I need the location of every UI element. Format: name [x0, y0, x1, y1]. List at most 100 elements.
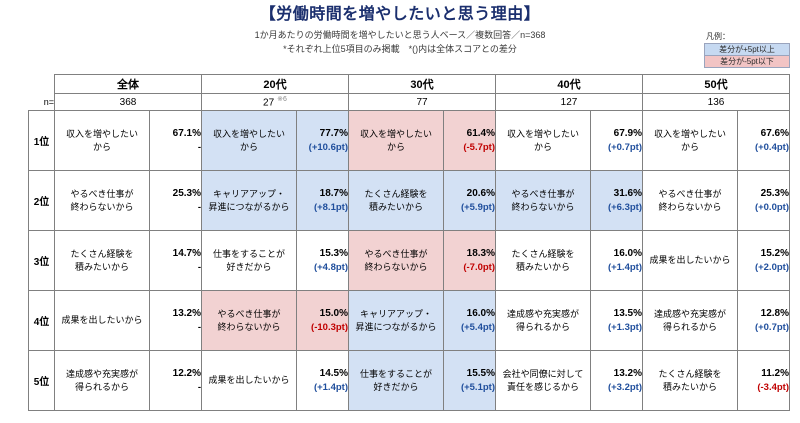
reason-value-cell: 18.3% (-7.0pt): [443, 230, 496, 291]
sample-size-value-4: 127: [495, 93, 643, 111]
reason-label-cell: やるべき仕事が 終わらないから: [348, 230, 444, 291]
rank-cell: 4位: [28, 290, 55, 351]
difference-value: (+1.4pt): [607, 261, 642, 273]
table-row: 5位 達成感や充実感が 得られるから 12.2% - 成果を出したいから 14.5% (+1.…: [28, 350, 790, 411]
percentage-value: 20.6%: [466, 187, 495, 199]
reason-value-cell: 12.8% (+0.7pt): [737, 290, 790, 351]
reason-label-cell: 収入を増やしたい から: [54, 110, 150, 171]
legend-item-negative: 差分が-5pt以下: [704, 55, 790, 68]
percentage-value: 16.0%: [466, 307, 495, 319]
ranking-table: 全体 20代 30代 40代 50代 n= 368 27 ※6 77 127 136 1位 収入を増や…: [28, 74, 790, 411]
reason-value-cell: 11.2% (-3.4pt): [737, 350, 790, 411]
reason-value-cell: 20.6% (+5.9pt): [443, 170, 496, 231]
reason-value-cell: 16.0% (+1.4pt): [590, 230, 643, 291]
group-header-4: 40代: [495, 74, 643, 94]
reason-label-cell: たくさん経験を 積みたいから: [54, 230, 150, 291]
group-header-3: 30代: [348, 74, 496, 94]
percentage-value: 67.6%: [760, 127, 789, 139]
table-row: 1位 収入を増やしたい から 67.1% - 収入を増やしたい から 77.7% (+10.6p…: [28, 110, 790, 171]
table-body: 1位 収入を増やしたい から 67.1% - 収入を増やしたい から 77.7% (+10.6p…: [28, 110, 790, 411]
reason-label-cell: やるべき仕事が 終わらないから: [642, 170, 738, 231]
reason-value-cell: 12.2% -: [149, 350, 202, 411]
sample-size-label: n=: [28, 93, 55, 111]
percentage-value: 15.2%: [760, 247, 789, 259]
difference-value: (-7.0pt): [463, 261, 495, 273]
difference-value: (+5.1pt): [460, 381, 495, 393]
reason-value-cell: 31.6% (+6.3pt): [590, 170, 643, 231]
percentage-value: 15.5%: [466, 367, 495, 379]
table-row: 3位 たくさん経験を 積みたいから 14.7% - 仕事をすることが 好きだから 15.3%(…: [28, 230, 790, 291]
percentage-value: 77.7%: [319, 127, 348, 139]
sample-size-number: 77: [416, 96, 428, 108]
group-header-row: 全体 20代 30代 40代 50代: [28, 74, 790, 94]
reason-label-cell: 達成感や充実感が 得られるから: [642, 290, 738, 351]
percentage-value: 31.6%: [613, 187, 642, 199]
reason-value-cell: 25.3% -: [149, 170, 202, 231]
reason-label-cell: やるべき仕事が 終わらないから: [495, 170, 591, 231]
difference-value: -: [197, 201, 201, 213]
reason-label-cell: 成果を出したいから: [201, 350, 297, 411]
difference-value: -: [197, 261, 201, 273]
sample-size-number: 127: [560, 96, 578, 108]
reason-value-cell: 16.0% (+5.4pt): [443, 290, 496, 351]
reason-label-cell: 収入を増やしたい から: [642, 110, 738, 171]
percentage-value: 15.0%: [319, 307, 348, 319]
difference-value: (+0.4pt): [754, 141, 789, 153]
rank-cell: 2位: [28, 170, 55, 231]
reason-label-cell: 仕事をすることが 好きだから: [201, 230, 297, 291]
group-header-2: 20代: [201, 74, 349, 94]
table-head: 全体 20代 30代 40代 50代 n= 368 27 ※6 77 127 136: [28, 74, 790, 111]
percentage-value: 25.3%: [172, 187, 201, 199]
difference-value: -: [197, 141, 201, 153]
reason-value-cell: 67.9% (+0.7pt): [590, 110, 643, 171]
difference-value: (+3.2pt): [607, 381, 642, 393]
reason-label-cell: たくさん経験を 積みたいから: [348, 170, 444, 231]
reason-value-cell: 15.5% (+5.1pt): [443, 350, 496, 411]
table-row: 2位 やるべき仕事が 終わらないから 25.3% - キャリアアップ・ 昇進につながるから 1…: [28, 170, 790, 231]
table-row: 4位 成果を出したいから 13.2% - やるべき仕事が 終わらないから 15.0% (-10…: [28, 290, 790, 351]
reason-label-cell: 収入を増やしたい から: [348, 110, 444, 171]
reason-label-cell: キャリアアップ・ 昇進につながるから: [348, 290, 444, 351]
reason-value-cell: 13.2% (+3.2pt): [590, 350, 643, 411]
table-corner-blank: [28, 74, 55, 94]
legend-item-positive: 差分が+5pt以上: [704, 43, 790, 55]
reason-label-cell: 仕事をすることが 好きだから: [348, 350, 444, 411]
percentage-value: 11.2%: [761, 367, 789, 379]
difference-value: (+0.7pt): [754, 321, 789, 333]
difference-value: (+2.0pt): [754, 261, 789, 273]
sample-size-caution-note: ※6: [277, 96, 287, 104]
rank-cell: 1位: [28, 110, 55, 171]
sample-size-value-5: 136: [642, 93, 790, 111]
reason-value-cell: 13.5% (+1.3pt): [590, 290, 643, 351]
reason-value-cell: 14.7% -: [149, 230, 202, 291]
rank-cell: 3位: [28, 230, 55, 291]
difference-value: (+10.6pt): [308, 141, 348, 153]
percentage-value: 18.3%: [466, 247, 495, 259]
percentage-value: 16.0%: [613, 247, 642, 259]
difference-value: (+0.7pt): [607, 141, 642, 153]
reason-value-cell: 15.2% (+2.0pt): [737, 230, 790, 291]
reason-label-cell: 成果を出したいから: [54, 290, 150, 351]
difference-value: (+5.4pt): [460, 321, 495, 333]
reason-label-cell: 収入を増やしたい から: [495, 110, 591, 171]
sample-size-number: 368: [119, 96, 137, 108]
reason-label-cell: たくさん経験を 積みたいから: [642, 350, 738, 411]
percentage-value: 14.5%: [319, 367, 348, 379]
percentage-value: 25.3%: [760, 187, 789, 199]
percentage-value: 12.2%: [172, 367, 201, 379]
sample-size-number: 136: [707, 96, 725, 108]
reason-label-cell: やるべき仕事が 終わらないから: [54, 170, 150, 231]
difference-value: -: [197, 321, 201, 333]
reason-label-cell: 成果を出したいから: [642, 230, 738, 291]
difference-value: (-10.3pt): [311, 321, 348, 333]
rank-cell: 5位: [28, 350, 55, 411]
reason-value-cell: 15.0% (-10.3pt): [296, 290, 349, 351]
group-header-5: 50代: [642, 74, 790, 94]
difference-value: (+1.3pt): [607, 321, 642, 333]
reason-value-cell: 77.7% (+10.6pt): [296, 110, 349, 171]
percentage-value: 12.8%: [760, 307, 789, 319]
difference-value: (-3.4pt): [757, 381, 789, 393]
reason-value-cell: 67.1% -: [149, 110, 202, 171]
survey-base-note: 1か月あたりの労働時間を増やしたいと思う人ベース／複数回答／n=368: [254, 30, 546, 40]
page-header: 【労働時間を増やしたいと思う理由】 1か月あたりの労働時間を増やしたいと思う人ベ…: [0, 0, 800, 56]
